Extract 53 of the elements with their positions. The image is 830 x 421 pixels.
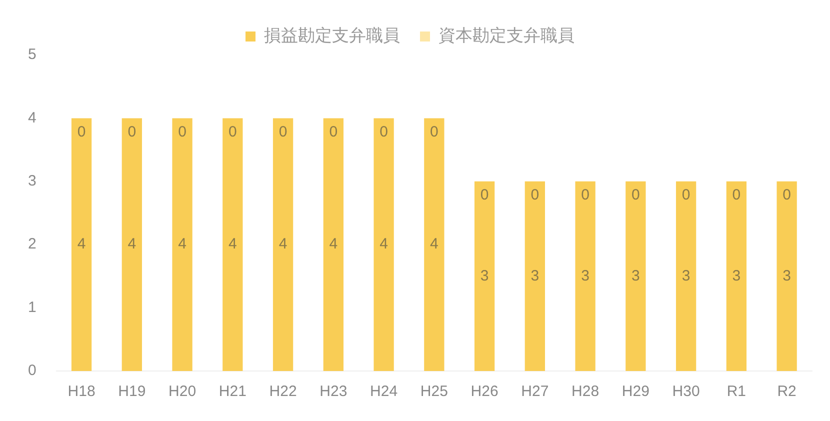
data-label: 4 [329, 236, 338, 253]
y-tick-label: 5 [28, 46, 36, 64]
data-label: 0 [732, 186, 741, 204]
x-tick-label: H21 [218, 383, 246, 400]
legend-label: 損益勘定支弁職員 [264, 26, 400, 46]
x-tick-label: H22 [269, 383, 297, 400]
data-label: 0 [581, 186, 590, 204]
data-label: 3 [581, 267, 590, 284]
x-tick-label: R1 [726, 383, 746, 400]
y-tick-label: 4 [28, 109, 36, 126]
data-label: 3 [632, 267, 640, 284]
data-label: 0 [329, 123, 338, 140]
data-label: 0 [782, 186, 791, 204]
x-tick-label: H29 [622, 383, 650, 400]
x-tick-label: R2 [777, 383, 796, 400]
x-tick-label: H26 [470, 383, 498, 400]
data-label: 0 [430, 123, 438, 140]
data-label: 0 [530, 186, 540, 204]
data-label: 0 [278, 123, 288, 140]
data-label: 4 [128, 236, 136, 253]
data-label: 0 [480, 186, 489, 204]
y-tick-label: 1 [28, 298, 36, 316]
x-tick-label: H25 [420, 383, 448, 400]
data-label: 3 [530, 267, 540, 284]
data-label: 3 [732, 267, 741, 284]
legend-label: 資本勘定支弁職員 [438, 26, 574, 46]
data-label: 4 [278, 236, 288, 253]
data-label: 4 [178, 236, 186, 253]
data-label: 4 [77, 236, 86, 253]
x-tick-label: H27 [521, 383, 549, 400]
data-label: 3 [782, 267, 791, 284]
data-label: 0 [228, 123, 237, 140]
data-label: 4 [380, 236, 388, 253]
y-tick-label: 0 [28, 362, 36, 380]
data-label: 3 [480, 267, 489, 284]
data-label: 4 [228, 236, 237, 253]
x-tick-label: H18 [68, 383, 96, 400]
x-tick-label: H23 [320, 383, 348, 400]
x-tick-label: H20 [168, 383, 196, 400]
x-tick-label: H24 [370, 383, 398, 400]
data-label: 0 [380, 123, 388, 140]
data-label: 0 [77, 123, 86, 140]
data-label: 4 [430, 236, 438, 253]
x-tick-label: H19 [118, 383, 146, 400]
data-label: 0 [632, 186, 640, 204]
x-tick-label: H28 [572, 383, 600, 400]
data-label: 3 [682, 267, 690, 284]
data-label: 0 [128, 123, 136, 140]
y-tick-label: 2 [28, 236, 36, 253]
y-tick-label: 3 [28, 172, 36, 190]
data-label: 0 [178, 123, 186, 140]
data-label: 0 [682, 186, 690, 204]
x-tick-label: H30 [672, 383, 700, 400]
